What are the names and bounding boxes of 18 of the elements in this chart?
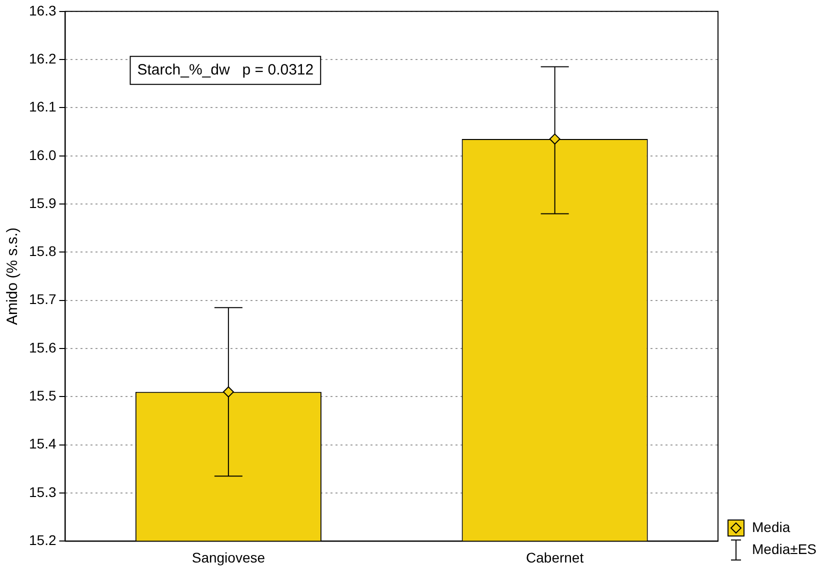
y-tick-label: 16.2: [29, 50, 56, 66]
y-tick-label: 16.1: [29, 98, 56, 115]
legend-label: Media: [752, 518, 790, 535]
text: Media±ES: [752, 540, 816, 557]
y-tick-label: 15.9: [29, 194, 56, 211]
y-tick-label: 16.3: [29, 2, 56, 18]
y-tick-label: 16.0: [29, 146, 56, 163]
y-axis-title: Amido (% s.s.): [4, 228, 22, 326]
y-tick-label: 15.7: [29, 291, 56, 308]
x-tick-label: Sangiovese: [192, 549, 266, 566]
y-tick-label: 15.4: [29, 436, 56, 452]
y-tick-label: 15.8: [29, 243, 56, 260]
y-tick-label: 15.3: [29, 484, 56, 500]
y-tick-label: 15.6: [29, 339, 56, 356]
annotation: Starch_%_dw p = 0.0312: [137, 62, 314, 79]
x-tick-label: Cabernet: [526, 549, 584, 566]
y-tick-label: 15.5: [29, 388, 56, 404]
y-tick-label: 15.2: [29, 532, 56, 548]
